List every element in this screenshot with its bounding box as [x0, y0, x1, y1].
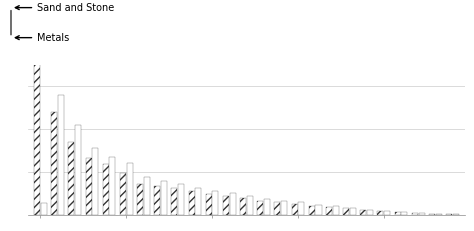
Bar [326, 207, 332, 215]
Bar [223, 196, 229, 215]
Bar [298, 202, 304, 215]
Bar [34, 11, 40, 215]
Bar [137, 184, 143, 215]
Bar [212, 191, 219, 215]
Bar [120, 173, 126, 215]
Bar [367, 210, 373, 215]
Bar [360, 210, 366, 215]
Text: Sand and Stone: Sand and Stone [15, 3, 114, 13]
Bar [316, 204, 321, 215]
Bar [343, 208, 349, 215]
Bar [127, 163, 133, 215]
Bar [144, 177, 150, 215]
Bar [401, 212, 407, 215]
Text: Metals: Metals [15, 33, 69, 43]
Bar [92, 148, 98, 215]
Bar [206, 194, 212, 215]
Bar [419, 213, 425, 215]
Bar [281, 201, 287, 215]
Bar [68, 142, 74, 215]
Bar [453, 214, 459, 215]
Bar [377, 211, 383, 215]
Bar [350, 208, 356, 215]
Bar [161, 180, 167, 215]
Bar [436, 214, 442, 215]
Bar [309, 206, 315, 215]
Bar [247, 196, 253, 215]
Bar [154, 186, 160, 215]
Bar [51, 112, 57, 215]
Bar [103, 164, 109, 215]
Bar [274, 202, 281, 215]
Bar [395, 212, 401, 215]
Bar [384, 211, 390, 215]
Bar [292, 204, 298, 215]
Bar [58, 95, 64, 215]
Bar [109, 157, 116, 215]
Bar [189, 191, 195, 215]
Bar [178, 184, 184, 215]
Bar [240, 198, 246, 215]
Bar [446, 214, 452, 215]
Bar [412, 213, 418, 215]
Bar [333, 206, 339, 215]
Bar [41, 203, 47, 215]
Bar [172, 188, 177, 215]
Bar [257, 201, 263, 215]
Bar [429, 214, 435, 215]
Bar [75, 125, 81, 215]
Bar [230, 193, 236, 215]
Bar [195, 188, 201, 215]
Bar [264, 199, 270, 215]
Bar [86, 158, 91, 215]
